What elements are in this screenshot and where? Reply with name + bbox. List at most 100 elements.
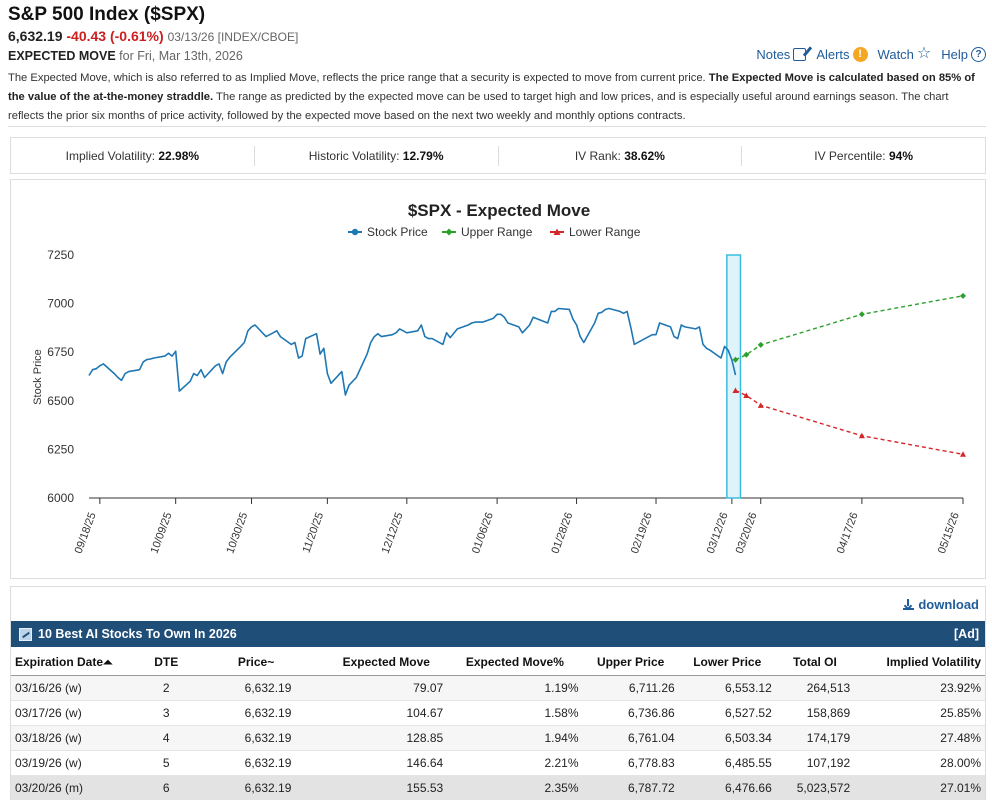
table-cell: 174,179 <box>775 725 855 751</box>
expected-move-chart: $SPX - Expected Move Stock Price Upper Ran… <box>10 179 986 579</box>
ad-banner: 10 Best AI Stocks To Own In 2026 [Ad] <box>11 621 985 647</box>
x-tick-label: 10/30/25 <box>224 511 250 555</box>
download-label: download <box>918 597 979 612</box>
table-row: 03/20/26 (m) 6 6,632.19 155.53 2.35% 6,787.72… <box>11 775 985 800</box>
expiration-date-link[interactable]: 03/19/26 (w) <box>11 750 146 776</box>
legend-label: Lower Range <box>569 225 641 239</box>
table-cell: 6,632.19 <box>186 675 326 701</box>
lower-range-point <box>743 392 750 398</box>
y-tick-label: 6500 <box>47 394 74 408</box>
table-cell: 79.07 <box>325 675 448 701</box>
legend-marker <box>553 228 561 235</box>
table-cell: 2.35% <box>447 775 583 800</box>
volatility-stats-bar: Implied Volatility: 22.98% Historic Vola… <box>10 137 986 174</box>
expected-move-date: for Fri, Mar 13th, 2026 <box>119 49 243 63</box>
download-icon <box>903 599 915 610</box>
expected-move-label: EXPECTED MOVE <box>8 49 116 63</box>
help-icon: ? <box>971 46 986 62</box>
expiration-date-link[interactable]: 03/16/26 (w) <box>11 675 146 701</box>
col-upper-price[interactable]: Upper Price <box>582 650 679 676</box>
col-expected-move-pct[interactable]: Expected Move% <box>447 650 583 676</box>
help-button[interactable]: Help ? <box>941 46 986 62</box>
last-price: 6,632.19 <box>8 28 63 44</box>
col-expected-move[interactable]: Expected Move <box>325 650 448 676</box>
x-tick-label: 05/15/26 <box>936 511 962 555</box>
table-cell: 2 <box>145 675 187 701</box>
price-change: -40.43 (-0.61%) <box>66 28 164 44</box>
x-tick-label: 04/17/26 <box>835 511 861 555</box>
quote-date-exchange: 03/13/26 [INDEX/CBOE] <box>167 30 299 44</box>
current-date-highlight <box>726 254 742 499</box>
ad-link[interactable]: 10 Best AI Stocks To Own In 2026 <box>19 627 237 641</box>
table-cell: 28.00% <box>854 750 985 776</box>
chart-icon <box>19 627 32 641</box>
upper-range-line <box>735 295 964 361</box>
legend-label: Stock Price <box>367 225 428 239</box>
table-cell: 3 <box>145 700 187 726</box>
download-link[interactable]: download <box>903 597 979 612</box>
x-tick-label: 11/20/25 <box>301 511 327 555</box>
stat-iv-percentile: IV Percentile: 94% <box>814 148 913 163</box>
table-cell: 264,513 <box>775 675 855 701</box>
table-cell: 5 <box>145 750 187 776</box>
col-price[interactable]: Price~ <box>186 650 326 676</box>
col-expiration-date[interactable]: Expiration Date⏶ <box>11 650 146 676</box>
table-cell: 4 <box>145 725 187 751</box>
col-lower-price[interactable]: Lower Price <box>678 650 776 676</box>
notes-button[interactable]: Notes <box>756 46 807 62</box>
table-cell: 2.21% <box>447 750 583 776</box>
y-tick-label: 6750 <box>47 345 74 359</box>
expiration-date-link[interactable]: 03/17/26 (w) <box>11 700 146 726</box>
expiration-date-link[interactable]: 03/18/26 (w) <box>11 725 146 751</box>
table-cell: 5,023,572 <box>775 775 855 800</box>
table-cell: 6,632.19 <box>186 775 326 800</box>
y-tick-label: 6000 <box>47 491 74 505</box>
col-total-oi[interactable]: Total OI <box>775 650 855 676</box>
alert-icon: ! <box>852 46 868 62</box>
lower-range-point <box>858 432 865 439</box>
table-cell: 6,787.72 <box>582 775 679 800</box>
table-cell: 27.48% <box>854 725 985 751</box>
table-row: 03/18/26 (w) 4 6,632.19 128.85 1.94% 6,761.04… <box>11 725 985 751</box>
table-cell: 6,778.83 <box>582 750 679 776</box>
lower-range-point <box>960 451 966 457</box>
watch-button[interactable]: Watch ☆ <box>878 46 932 62</box>
stock-price-line <box>88 307 737 396</box>
page-title: S&P 500 Index ($SPX) <box>8 4 206 25</box>
col-dte[interactable]: DTE <box>145 650 187 676</box>
table-cell: 6,527.52 <box>678 700 776 726</box>
table-cell: 6,736.86 <box>582 700 679 726</box>
alerts-button[interactable]: Alerts ! <box>816 46 868 62</box>
upper-range-point <box>858 311 865 318</box>
x-tick-label: 10/09/25 <box>149 511 175 555</box>
star-icon: ☆ <box>916 45 932 62</box>
stat-historic-volatility: Historic Volatility: 12.79% <box>255 145 499 166</box>
table-cell: 6,632.19 <box>186 725 326 751</box>
table-row: 03/17/26 (w) 3 6,632.19 104.67 1.58% 6,736.86… <box>11 700 985 726</box>
col-implied-volatility[interactable]: Implied Volatility <box>854 650 985 676</box>
table-cell: 155.53 <box>325 775 448 800</box>
description-text: The Expected Move, which is also referre… <box>8 69 984 126</box>
table-header-row: Expiration Date⏶ DTE Price~ Expected Mov… <box>11 650 985 676</box>
watch-label: Watch <box>877 46 914 62</box>
table-cell: 6,711.26 <box>582 675 679 701</box>
table-cell: 6,632.19 <box>186 700 326 726</box>
table-cell: 146.64 <box>325 750 448 776</box>
table-cell: 27.01% <box>854 775 985 800</box>
table-cell: 6 <box>145 775 187 800</box>
table-cell: 1.58% <box>447 700 583 726</box>
quote-line: 6,632.19 -40.43 (-0.61%) 03/13/26 [INDEX… <box>8 28 298 44</box>
table-cell: 25.85% <box>854 700 985 726</box>
legend-marker <box>445 228 453 236</box>
lower-range-point <box>757 402 764 408</box>
description-bold: The Expected Move is calculated based on… <box>8 72 975 103</box>
alerts-label: Alerts <box>816 46 850 62</box>
help-label: Help <box>941 46 968 62</box>
ad-text: 10 Best AI Stocks To Own In 2026 <box>38 627 237 641</box>
divider <box>8 126 986 127</box>
expiration-date-link[interactable]: 03/20/26 (m) <box>11 775 146 800</box>
ad-tag: [Ad] <box>954 627 979 641</box>
x-tick-label: 12/12/25 <box>380 511 406 555</box>
table-cell: 6,503.34 <box>678 725 776 751</box>
table-row: 03/19/26 (w) 5 6,632.19 146.64 2.21% 6,778.83… <box>11 750 985 776</box>
